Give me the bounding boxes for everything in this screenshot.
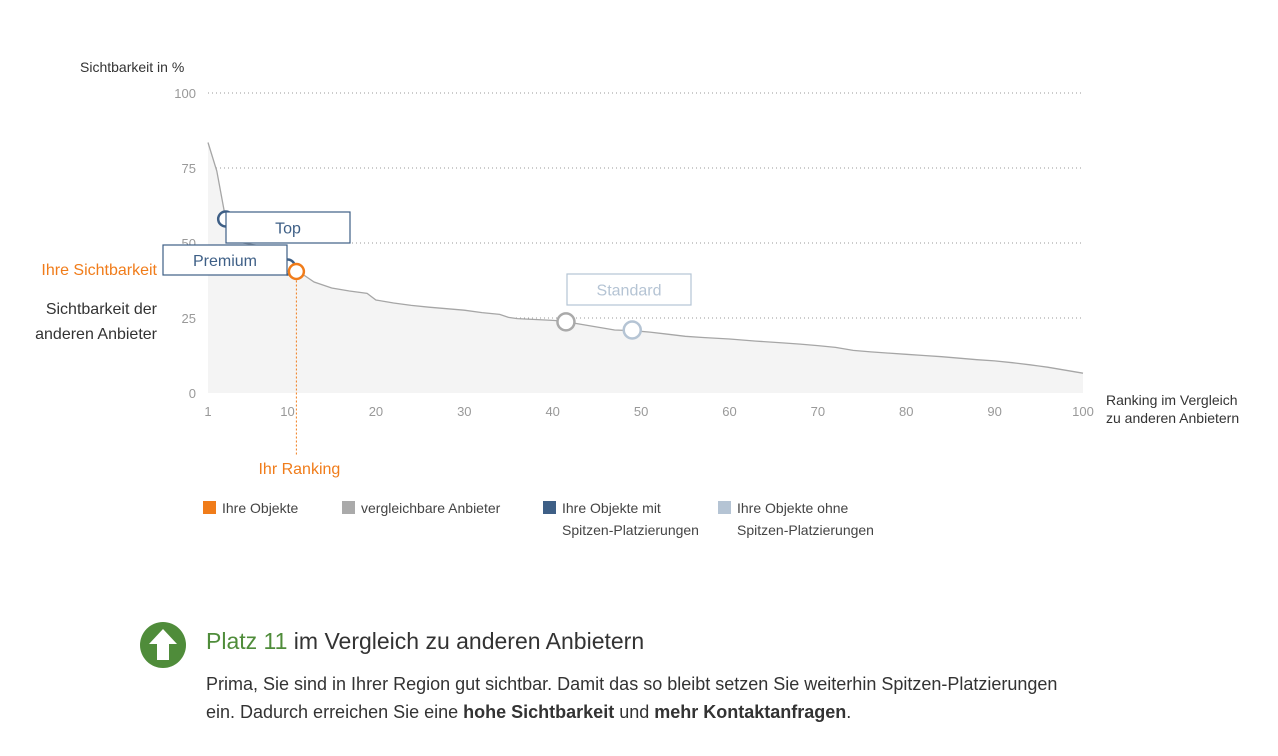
legend-label-line2: Spitzen-Platzierungen (562, 522, 699, 538)
summary-text-part: und (614, 702, 655, 722)
ihr-ranking-label: Ihr Ranking (258, 461, 340, 478)
summary-title: Platz 11 im Vergleich zu anderen Anbiete… (206, 628, 644, 655)
y-tick-label: 75 (182, 161, 196, 176)
legend-label: Ihre Objekte ohne (737, 500, 849, 516)
marker-standard (622, 320, 642, 340)
svg-text:Top: Top (275, 221, 301, 238)
summary-bold-visibility: hohe Sichtbarkeit (463, 702, 615, 722)
marker-ihre-sichtbarkeit (287, 262, 306, 281)
x-tick-label: 30 (457, 404, 471, 419)
y-tick-label: 100 (174, 86, 196, 101)
callout-standard: Standard (566, 273, 692, 306)
callout-premium: Premium (162, 244, 288, 276)
x-tick-label: 80 (899, 404, 913, 419)
legend-label: Ihre Objekte (222, 500, 299, 516)
sichtbarkeit-andere-label: Sichtbarkeit der anderen Anbieter (35, 301, 158, 343)
legend-item-vergleichbare-anbieter: vergleichbare Anbieter (342, 497, 500, 519)
x-tick-label: 70 (811, 404, 825, 419)
svg-text:Premium: Premium (193, 253, 257, 270)
legend-label-line2: Spitzen-Platzierungen (737, 522, 874, 538)
legend-item-ihre-objekte: Ihre Objekte (203, 497, 298, 519)
legend-item-ohne-spitzen: Ihre Objekte ohne Spitzen-Platzierungen (718, 497, 874, 541)
series-area (208, 142, 1083, 393)
arrow-up-icon (140, 622, 186, 668)
x-tick-label: 60 (722, 404, 736, 419)
legend-swatch-lightblue (718, 501, 731, 514)
marker-standard-rank-41 (556, 312, 576, 332)
summary-text-part: Prima, Sie sind in Ihrer Region gut sich… (206, 674, 1058, 722)
rank-highlight: Platz 11 (206, 628, 288, 654)
legend-label: Ihre Objekte mit (562, 500, 661, 516)
x-tick-label: 90 (987, 404, 1001, 419)
summary-title-rest: im Vergleich zu anderen Anbietern (287, 628, 645, 654)
x-tick-label: 10 (280, 404, 294, 419)
summary-text: Prima, Sie sind in Ihrer Region gut sich… (206, 670, 1086, 726)
y-tick-label: 0 (189, 386, 196, 401)
legend-swatch-gray (342, 501, 355, 514)
legend-swatch-orange (203, 501, 216, 514)
ihre-sichtbarkeit-label: Ihre Sichtbarkeit (41, 262, 157, 279)
y-tick-label: 25 (182, 311, 196, 326)
x-tick-label: 20 (369, 404, 383, 419)
svg-text:Standard: Standard (597, 283, 662, 300)
x-tick-label: 50 (634, 404, 648, 419)
summary-text-part: . (846, 702, 852, 722)
x-axis-label: Ranking im Vergleich zu anderen Anbietern (1106, 392, 1239, 426)
legend-item-mit-spitzen: Ihre Objekte mit Spitzen-Platzierungen (543, 497, 699, 541)
legend-label: vergleichbare Anbieter (361, 500, 501, 516)
x-tick-label: 1 (204, 404, 211, 419)
y-axis-label: Sichtbarkeit in % (80, 59, 184, 75)
legend-swatch-darkblue (543, 501, 556, 514)
summary-bold-requests: mehr Kontaktanfragen (654, 702, 847, 722)
x-tick-label: 40 (545, 404, 559, 419)
x-tick-label: 100 (1072, 404, 1094, 419)
callout-top: Top (225, 211, 351, 244)
